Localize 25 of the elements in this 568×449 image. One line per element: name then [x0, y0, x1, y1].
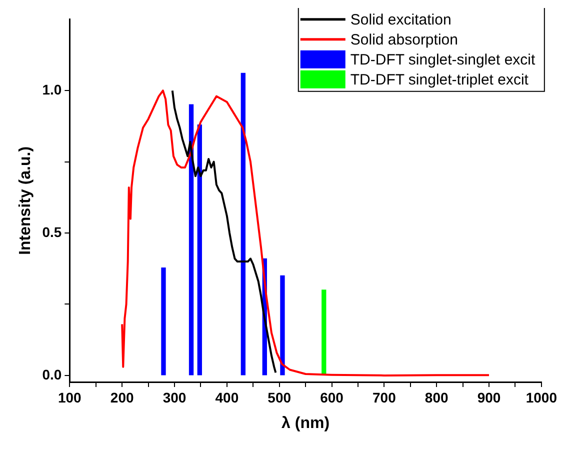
- legend-label: Solid absorption: [350, 32, 458, 49]
- bar: [188, 104, 194, 376]
- bar: [280, 275, 285, 376]
- legend-label: TD-DFT singlet-singlet excit: [350, 52, 536, 69]
- y-tick-label: 1.0: [42, 81, 62, 98]
- x-tick-label: 200: [110, 389, 134, 406]
- x-tick-label: 600: [320, 389, 344, 406]
- legend-label: Solid excitation: [350, 12, 452, 29]
- x-tick-label: 800: [424, 389, 448, 406]
- x-tick-label: 100: [58, 389, 82, 406]
- bar: [197, 124, 202, 376]
- y-axis-title: Intensity (a.u.): [17, 146, 34, 255]
- x-tick-label: 700: [372, 389, 396, 406]
- bar: [161, 267, 166, 376]
- x-tick-label: 400: [215, 389, 239, 406]
- x-axis-title: λ (nm): [282, 414, 330, 432]
- bar: [240, 72, 246, 376]
- x-tick-label: 900: [477, 389, 501, 406]
- x-tick-label: 1000: [526, 389, 558, 406]
- y-tick-label: 0.5: [42, 224, 62, 240]
- x-tick-label: 500: [268, 389, 292, 406]
- y-tick-label: 0.0: [42, 366, 62, 382]
- x-tick-label: 300: [162, 389, 186, 406]
- legend-label: TD-DFT singlet-triplet excit: [350, 72, 530, 89]
- bar: [322, 290, 326, 376]
